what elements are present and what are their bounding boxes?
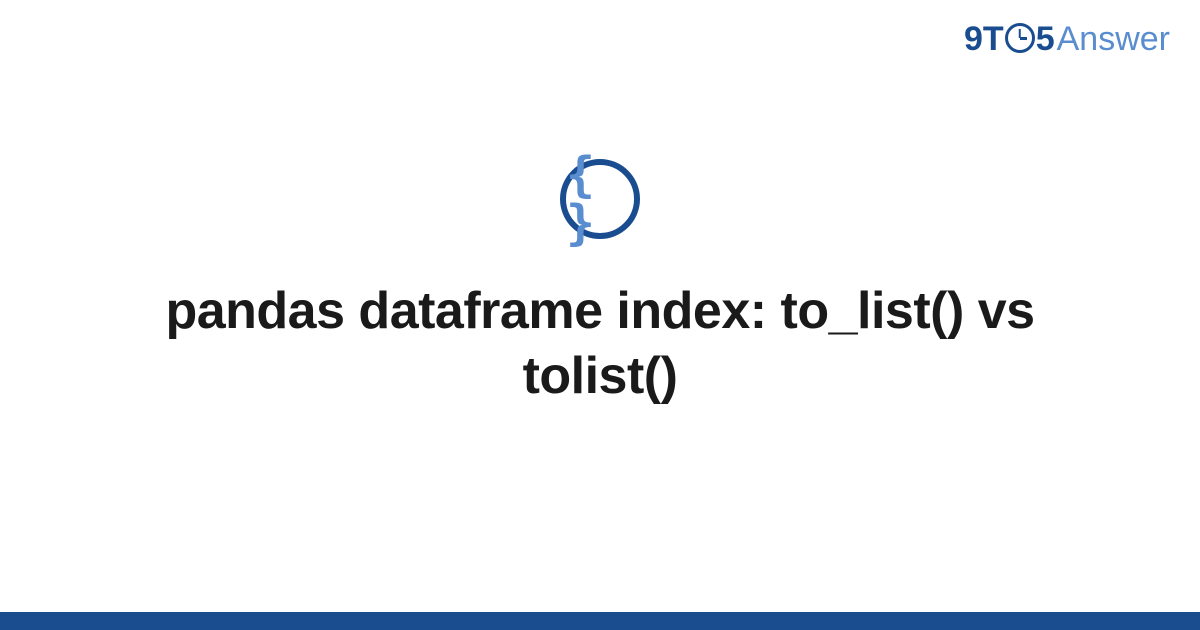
page-title: pandas dataframe index: to_list() vs tol… [100,279,1100,409]
logo-text-5: 5 [1036,20,1055,59]
logo-text-9t: 9T [964,20,1004,59]
braces-glyph: { } [566,151,634,247]
site-logo: 9T 5 Answer [964,20,1170,59]
main-content: { } pandas dataframe index: to_list() vs… [0,159,1200,409]
logo-text-answer: Answer [1057,20,1170,59]
clock-icon [1005,23,1035,53]
code-braces-icon: { } [560,159,640,239]
footer-bar [0,612,1200,630]
